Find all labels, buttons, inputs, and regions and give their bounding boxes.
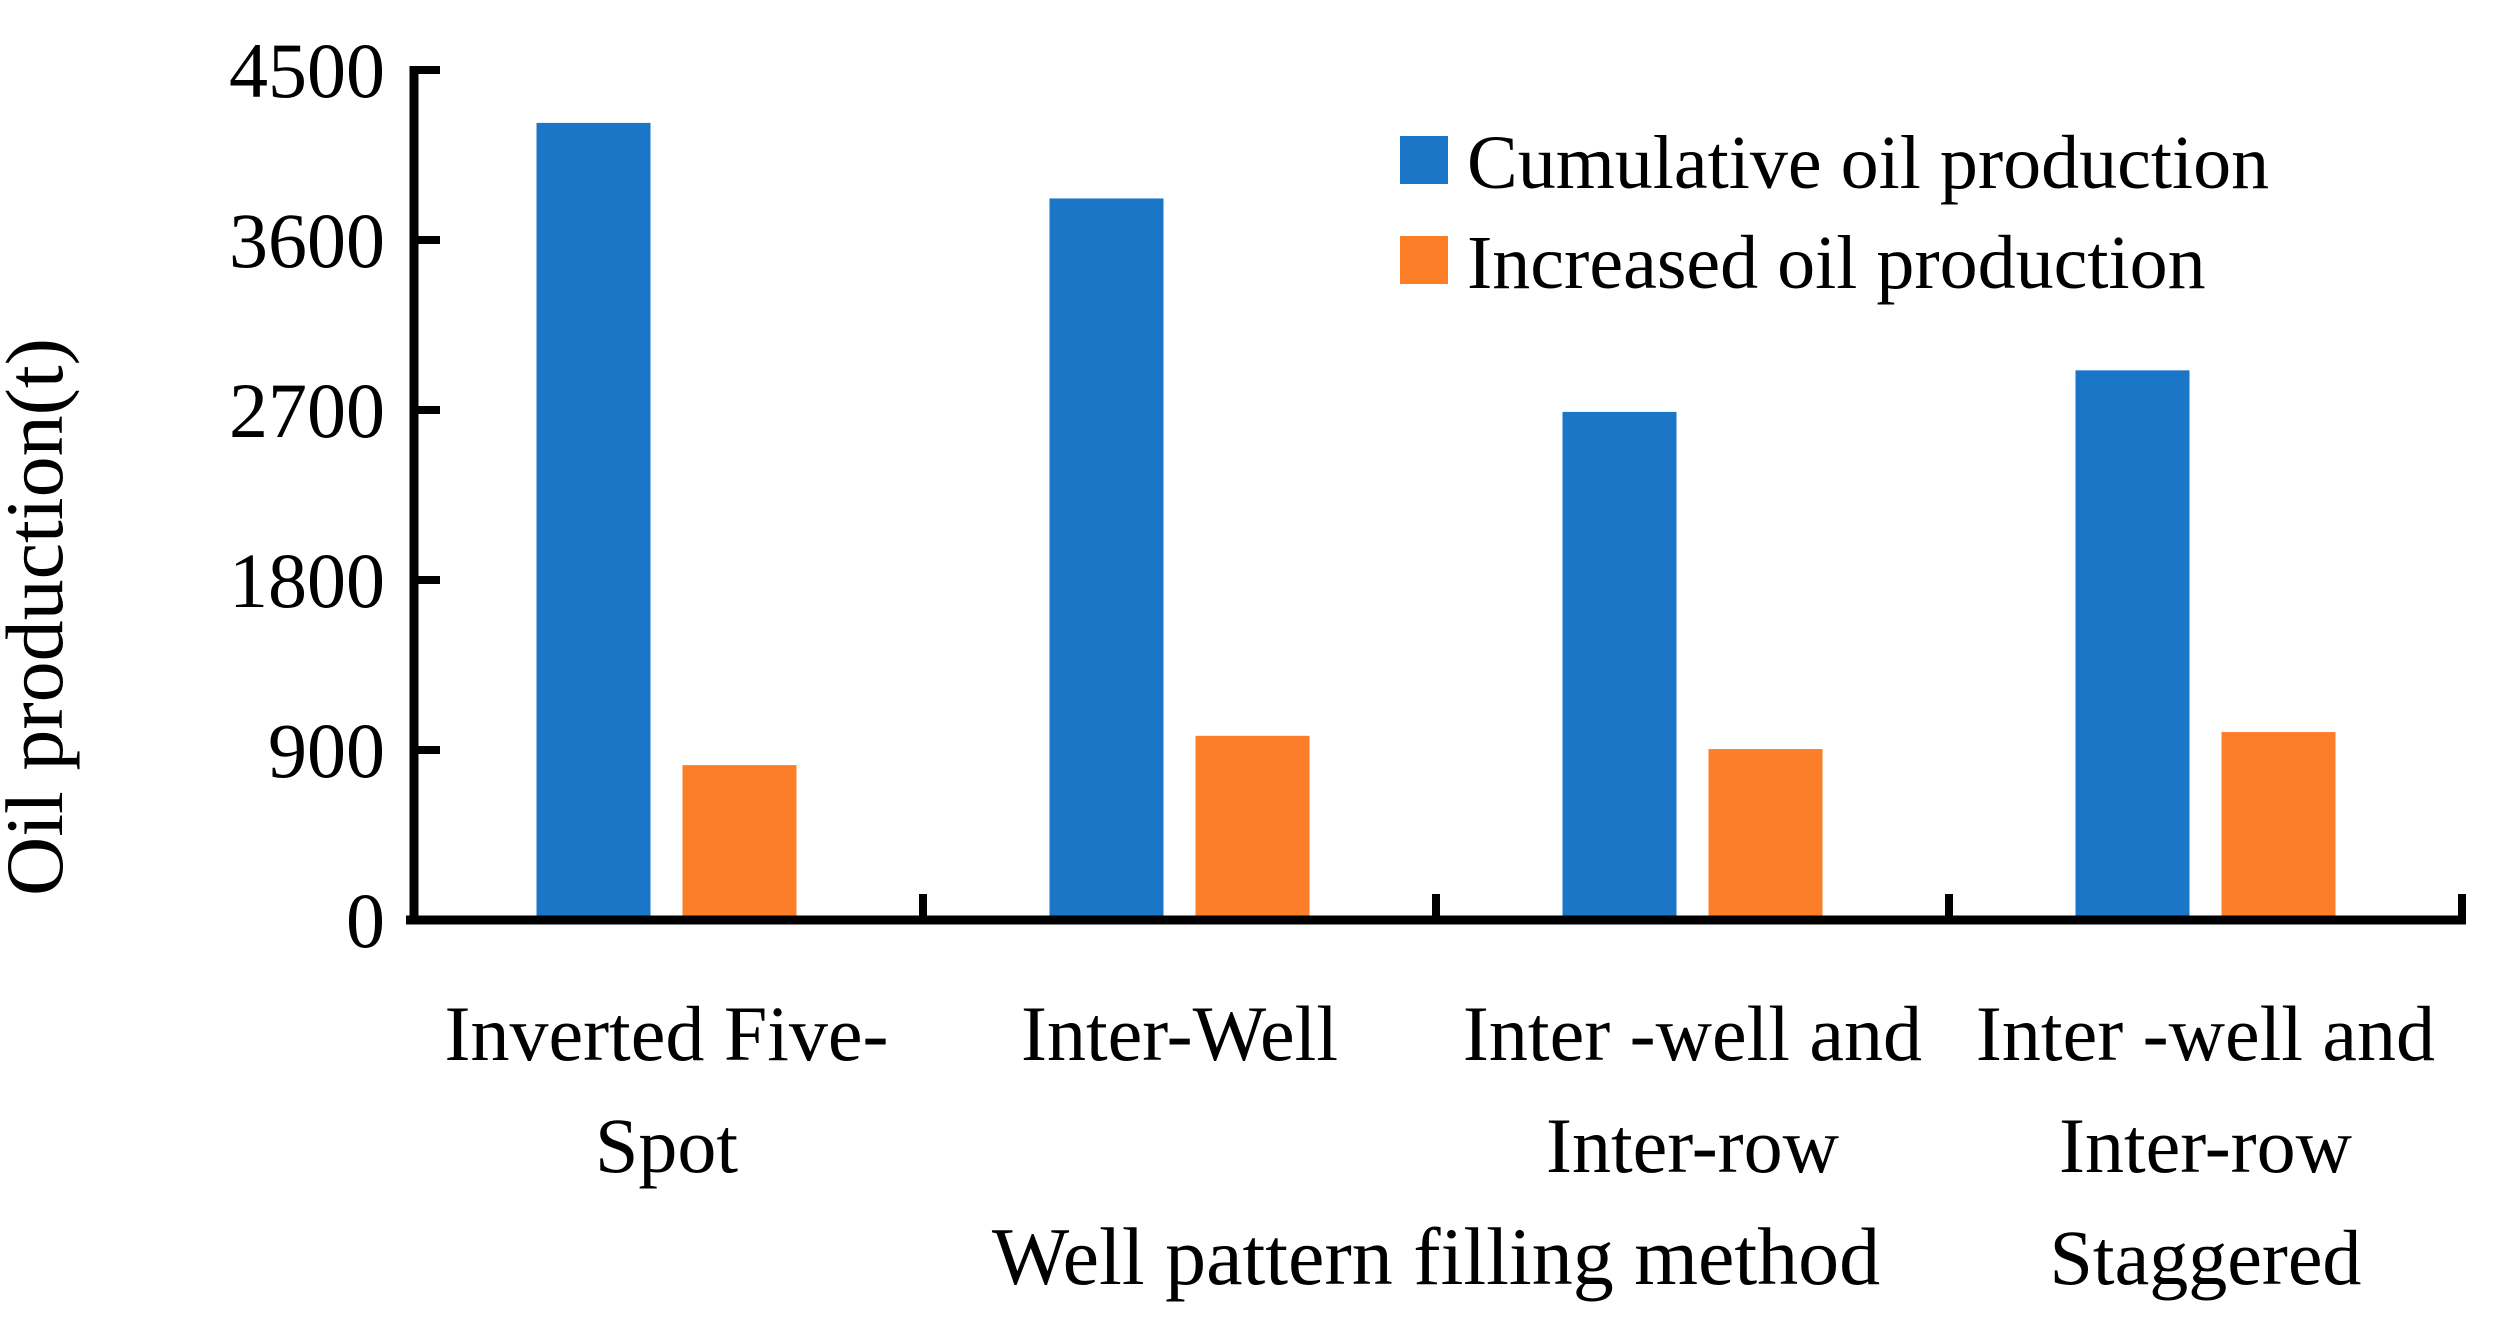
x-axis-title: Well pattern filling method xyxy=(992,1211,1880,1302)
x-category-labels-group: Inverted Five- Spot Inter-Well Inter -well … xyxy=(444,990,2435,1301)
y-tick-labels-group: 0 900 1800 2700 3600 4500 xyxy=(229,27,385,964)
bar-increased-2 xyxy=(1708,749,1823,920)
legend-label-cumulative: Cumulative oil production xyxy=(1467,121,2269,205)
bars-group xyxy=(536,122,2336,920)
x-category-label: Inverted Five- xyxy=(444,990,888,1077)
bar-cumulative-3 xyxy=(2075,370,2190,920)
bar-cumulative-0 xyxy=(536,122,651,920)
x-category-label: Spot xyxy=(595,1102,738,1189)
bar-increased-3 xyxy=(2221,732,2336,920)
y-tick-label: 3600 xyxy=(229,197,385,284)
x-category-label: Inter-row xyxy=(2059,1102,2352,1189)
x-category-label: Inter -well and xyxy=(1976,990,2435,1077)
legend-swatch-cumulative xyxy=(1400,136,1448,184)
legend-swatch-increased xyxy=(1400,236,1448,284)
y-tick-label: 4500 xyxy=(229,27,385,114)
y-tick-label: 900 xyxy=(268,707,385,794)
bar-cumulative-1 xyxy=(1049,198,1164,920)
legend: Cumulative oil production Increased oil … xyxy=(1400,121,2269,305)
axes-group xyxy=(406,66,2466,925)
bar-increased-1 xyxy=(1195,735,1310,920)
x-category-label: Staggered xyxy=(2050,1214,2362,1301)
x-category-label: Inter-row xyxy=(1546,1102,1839,1189)
y-tick-label: 0 xyxy=(346,877,385,964)
bar-cumulative-2 xyxy=(1562,411,1677,920)
x-category-label: Inter-Well xyxy=(1021,990,1338,1077)
bar-increased-0 xyxy=(682,765,797,920)
y-axis-title: Oil production(t) xyxy=(0,338,80,896)
legend-label-increased: Increased oil production xyxy=(1467,221,2206,305)
x-category-label: Inter -well and xyxy=(1463,990,1922,1077)
y-tick-label: 1800 xyxy=(229,537,385,624)
y-tick-label: 2700 xyxy=(229,367,385,454)
